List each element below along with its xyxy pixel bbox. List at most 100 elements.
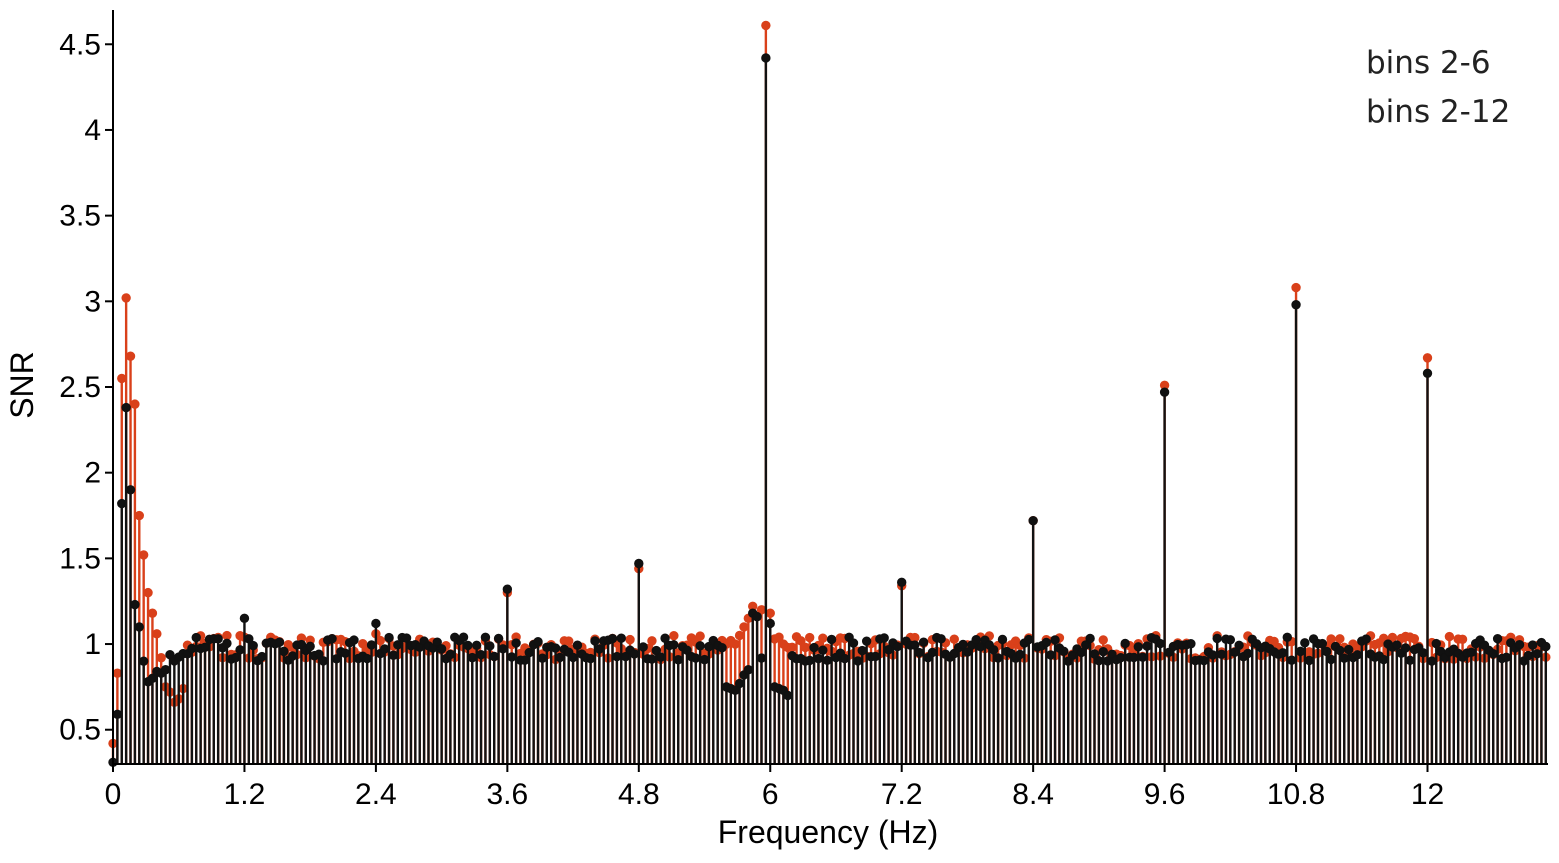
x-tick-label-7: 8.4 — [1012, 778, 1054, 811]
stem-marker-bins-2-12-194 — [958, 639, 968, 650]
stem-marker-bins-2-6-118 — [625, 634, 635, 645]
stem-marker-bins-2-12-13 — [165, 650, 175, 660]
stem-marker-bins-2-12-259 — [1243, 648, 1253, 659]
stem-marker-bins-2-12-282 — [1343, 644, 1354, 655]
stem-marker-bins-2-12-80 — [458, 632, 469, 642]
stem-marker-bins-2-12-183 — [910, 640, 920, 650]
stem-marker-bins-2-12-239 — [1155, 638, 1165, 649]
stem-marker-bins-2-6-158 — [800, 642, 811, 653]
stem-marker-bins-2-12-124 — [651, 645, 662, 656]
x-tick-label-1: 1.2 — [224, 778, 266, 811]
stem-marker-bins-2-12-126 — [660, 633, 670, 643]
stem-marker-bins-2-12-318 — [1501, 652, 1512, 663]
stem-marker-bins-2-12-179 — [892, 641, 903, 652]
x-tick-label-8: 9.6 — [1144, 778, 1186, 811]
stem-marker-bins-2-12-176 — [879, 633, 889, 643]
stem-marker-bins-2-6-9 — [147, 608, 158, 618]
series-bins-2-6 — [108, 20, 1551, 764]
stem-marker-bins-2-12-116 — [616, 633, 626, 643]
stem-marker-bins-2-12-98 — [537, 653, 548, 663]
y-tick-label-6: 3.5 — [59, 200, 101, 233]
stem-marker-bins-2-12-91 — [507, 652, 517, 662]
stem-marker-bins-2-12-209 — [1024, 634, 1034, 645]
stem-marker-bins-2-12-202 — [993, 653, 1003, 663]
stem-marker-bins-2-12-90 — [502, 584, 513, 594]
y-axis-label: SNR — [4, 351, 40, 419]
y-tick-label-7: 4 — [84, 114, 101, 147]
x-tick-label-2: 2.4 — [355, 778, 397, 811]
stem-marker-bins-2-12-102 — [555, 652, 565, 663]
stem-marker-bins-2-12-3 — [121, 402, 131, 413]
stem-marker-bins-2-12-111 — [594, 644, 605, 654]
stem-marker-bins-2-12-277 — [1322, 646, 1332, 657]
stem-marker-bins-2-12-233 — [1129, 652, 1139, 663]
stem-marker-bins-2-12-86 — [485, 641, 495, 651]
stem-marker-bins-2-12-139 — [717, 642, 727, 653]
stem-marker-bins-2-12-29 — [235, 645, 245, 655]
y-tick-label-5: 3 — [84, 285, 101, 318]
stem-marker-bins-2-6-7 — [138, 550, 149, 560]
stem-marker-bins-2-6-150 — [765, 608, 775, 618]
y-tick-label-3: 2 — [84, 457, 101, 490]
stem-marker-bins-2-12-58 — [362, 653, 372, 664]
stem-marker-bins-2-12-299 — [1418, 648, 1428, 658]
stem-marker-bins-2-12-147 — [752, 611, 762, 622]
stem-marker-bins-2-12-201 — [989, 645, 999, 655]
stem-marker-bins-2-12-278 — [1326, 654, 1336, 665]
stem-marker-bins-2-12-125 — [656, 652, 666, 662]
stem-marker-bins-2-12-174 — [870, 651, 881, 662]
y-tick-label-1: 1 — [84, 628, 101, 661]
stem-marker-bins-2-12-110 — [590, 636, 600, 646]
stem-marker-bins-2-6-1 — [112, 668, 123, 678]
stem-marker-bins-2-12-301 — [1427, 656, 1437, 666]
stem-marker-bins-2-12-7 — [138, 656, 149, 666]
stem-marker-bins-2-12-171 — [857, 645, 867, 656]
stem-marker-bins-2-6-104 — [563, 636, 574, 646]
stem-marker-bins-2-12-119 — [629, 649, 640, 659]
stem-marker-bins-2-12-230 — [1116, 652, 1126, 663]
stem-marker-bins-2-12-180 — [897, 577, 907, 588]
stem-marker-bins-2-6-142 — [730, 639, 740, 649]
stem-marker-bins-2-12-268 — [1282, 632, 1292, 643]
x-tick-label-4: 4.8 — [618, 778, 660, 811]
stem-marker-bins-2-6-308 — [1457, 634, 1468, 644]
stem-marker-bins-2-6-157 — [796, 636, 806, 646]
stem-marker-bins-2-12-235 — [1137, 652, 1148, 662]
stem-marker-bins-2-6-149 — [761, 20, 771, 31]
stem-marker-bins-2-12-31 — [244, 634, 254, 644]
stem-marker-bins-2-12-169 — [848, 638, 859, 648]
stem-marker-bins-2-12-67 — [401, 633, 412, 643]
stem-marker-bins-2-12-269 — [1286, 655, 1297, 665]
stem-marker-bins-2-12-135 — [699, 654, 710, 665]
stem-marker-bins-2-6-6 — [134, 510, 144, 521]
series-bins-2-12 — [108, 53, 1551, 767]
stem-marker-bins-2-6-128 — [669, 631, 679, 641]
stem-marker-bins-2-12-123 — [647, 654, 657, 664]
stem-marker-bins-2-12-101 — [550, 643, 561, 653]
stem-marker-bins-2-6-4 — [125, 351, 136, 361]
stem-marker-bins-2-12-253 — [1216, 649, 1227, 659]
stem-marker-bins-2-6-192 — [949, 634, 959, 644]
stem-marker-bins-2-12-53 — [340, 648, 350, 658]
stem-marker-bins-2-12-115 — [612, 651, 622, 662]
x-tick-label-9: 10.8 — [1267, 778, 1325, 811]
stem-marker-bins-2-12-6 — [134, 622, 144, 632]
y-tick-label-2: 1.5 — [59, 542, 101, 575]
stem-marker-bins-2-12-45 — [305, 641, 315, 652]
stem-marker-bins-2-12-270 — [1291, 300, 1301, 310]
stem-marker-bins-2-12-225 — [1094, 656, 1104, 666]
stem-marker-bins-2-12-64 — [388, 650, 399, 660]
stem-marker-bins-2-12-59 — [366, 640, 377, 650]
stem-marker-bins-2-12-131 — [682, 645, 692, 655]
stem-marker-bins-2-12-81 — [463, 640, 473, 651]
stem-marker-bins-2-12-300 — [1422, 368, 1433, 378]
stem-marker-bins-2-12-75 — [436, 644, 447, 654]
stem-marker-bins-2-12-162 — [818, 645, 828, 655]
stem-marker-bins-2-12-149 — [761, 53, 771, 63]
stem-marker-bins-2-12-215 — [1050, 635, 1060, 645]
stem-marker-bins-2-6-8 — [143, 587, 153, 598]
stem-marker-bins-2-12-143 — [734, 678, 745, 689]
stem-marker-bins-2-12-120 — [634, 558, 644, 569]
stem-marker-bins-2-12-163 — [822, 655, 832, 666]
stem-marker-bins-2-12-60 — [371, 618, 381, 629]
